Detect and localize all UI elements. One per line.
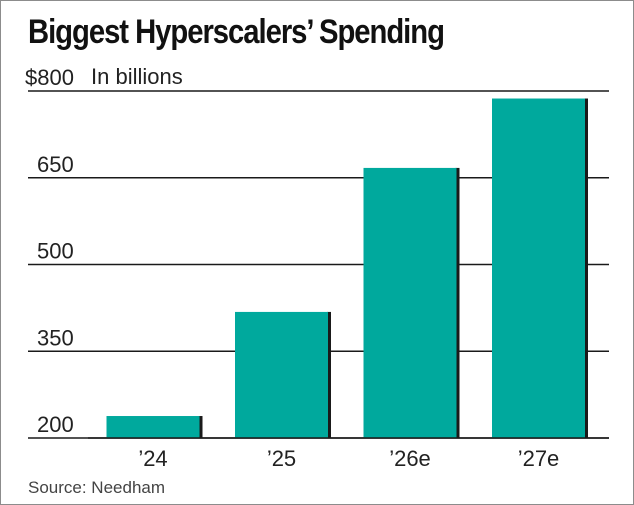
- axis-labels: 200 350 500 650 $800 In billions ’24 ’25 ’26e ’27…: [25, 64, 559, 471]
- bar-2: [363, 167, 457, 438]
- bar-shadow-1: [327, 311, 331, 438]
- bars: [88, 98, 609, 439]
- x-tick-label-1: ’25: [267, 446, 296, 471]
- x-tick-label-0: ’24: [138, 446, 167, 471]
- x-tick-label-2: ’26e: [389, 446, 431, 471]
- y-tick-label-500: 500: [37, 239, 74, 264]
- source-note: Source: Needham: [28, 478, 166, 497]
- bar-shadow-3: [584, 98, 588, 438]
- unit-label: In billions: [91, 64, 183, 89]
- bar-3: [492, 98, 585, 438]
- bar-shadow-0: [198, 416, 203, 438]
- bar-0: [106, 416, 200, 438]
- bar-1: [235, 311, 328, 438]
- x-tick-label-3: ’27e: [518, 446, 560, 471]
- chart-title: Biggest Hyperscalers’ Spending: [28, 13, 445, 51]
- bar-shadow-2: [455, 167, 460, 438]
- y-tick-label-800: $800: [25, 65, 74, 90]
- y-tick-label-200: 200: [37, 412, 74, 437]
- y-tick-label-650: 650: [37, 152, 74, 177]
- y-tick-label-350: 350: [37, 325, 74, 350]
